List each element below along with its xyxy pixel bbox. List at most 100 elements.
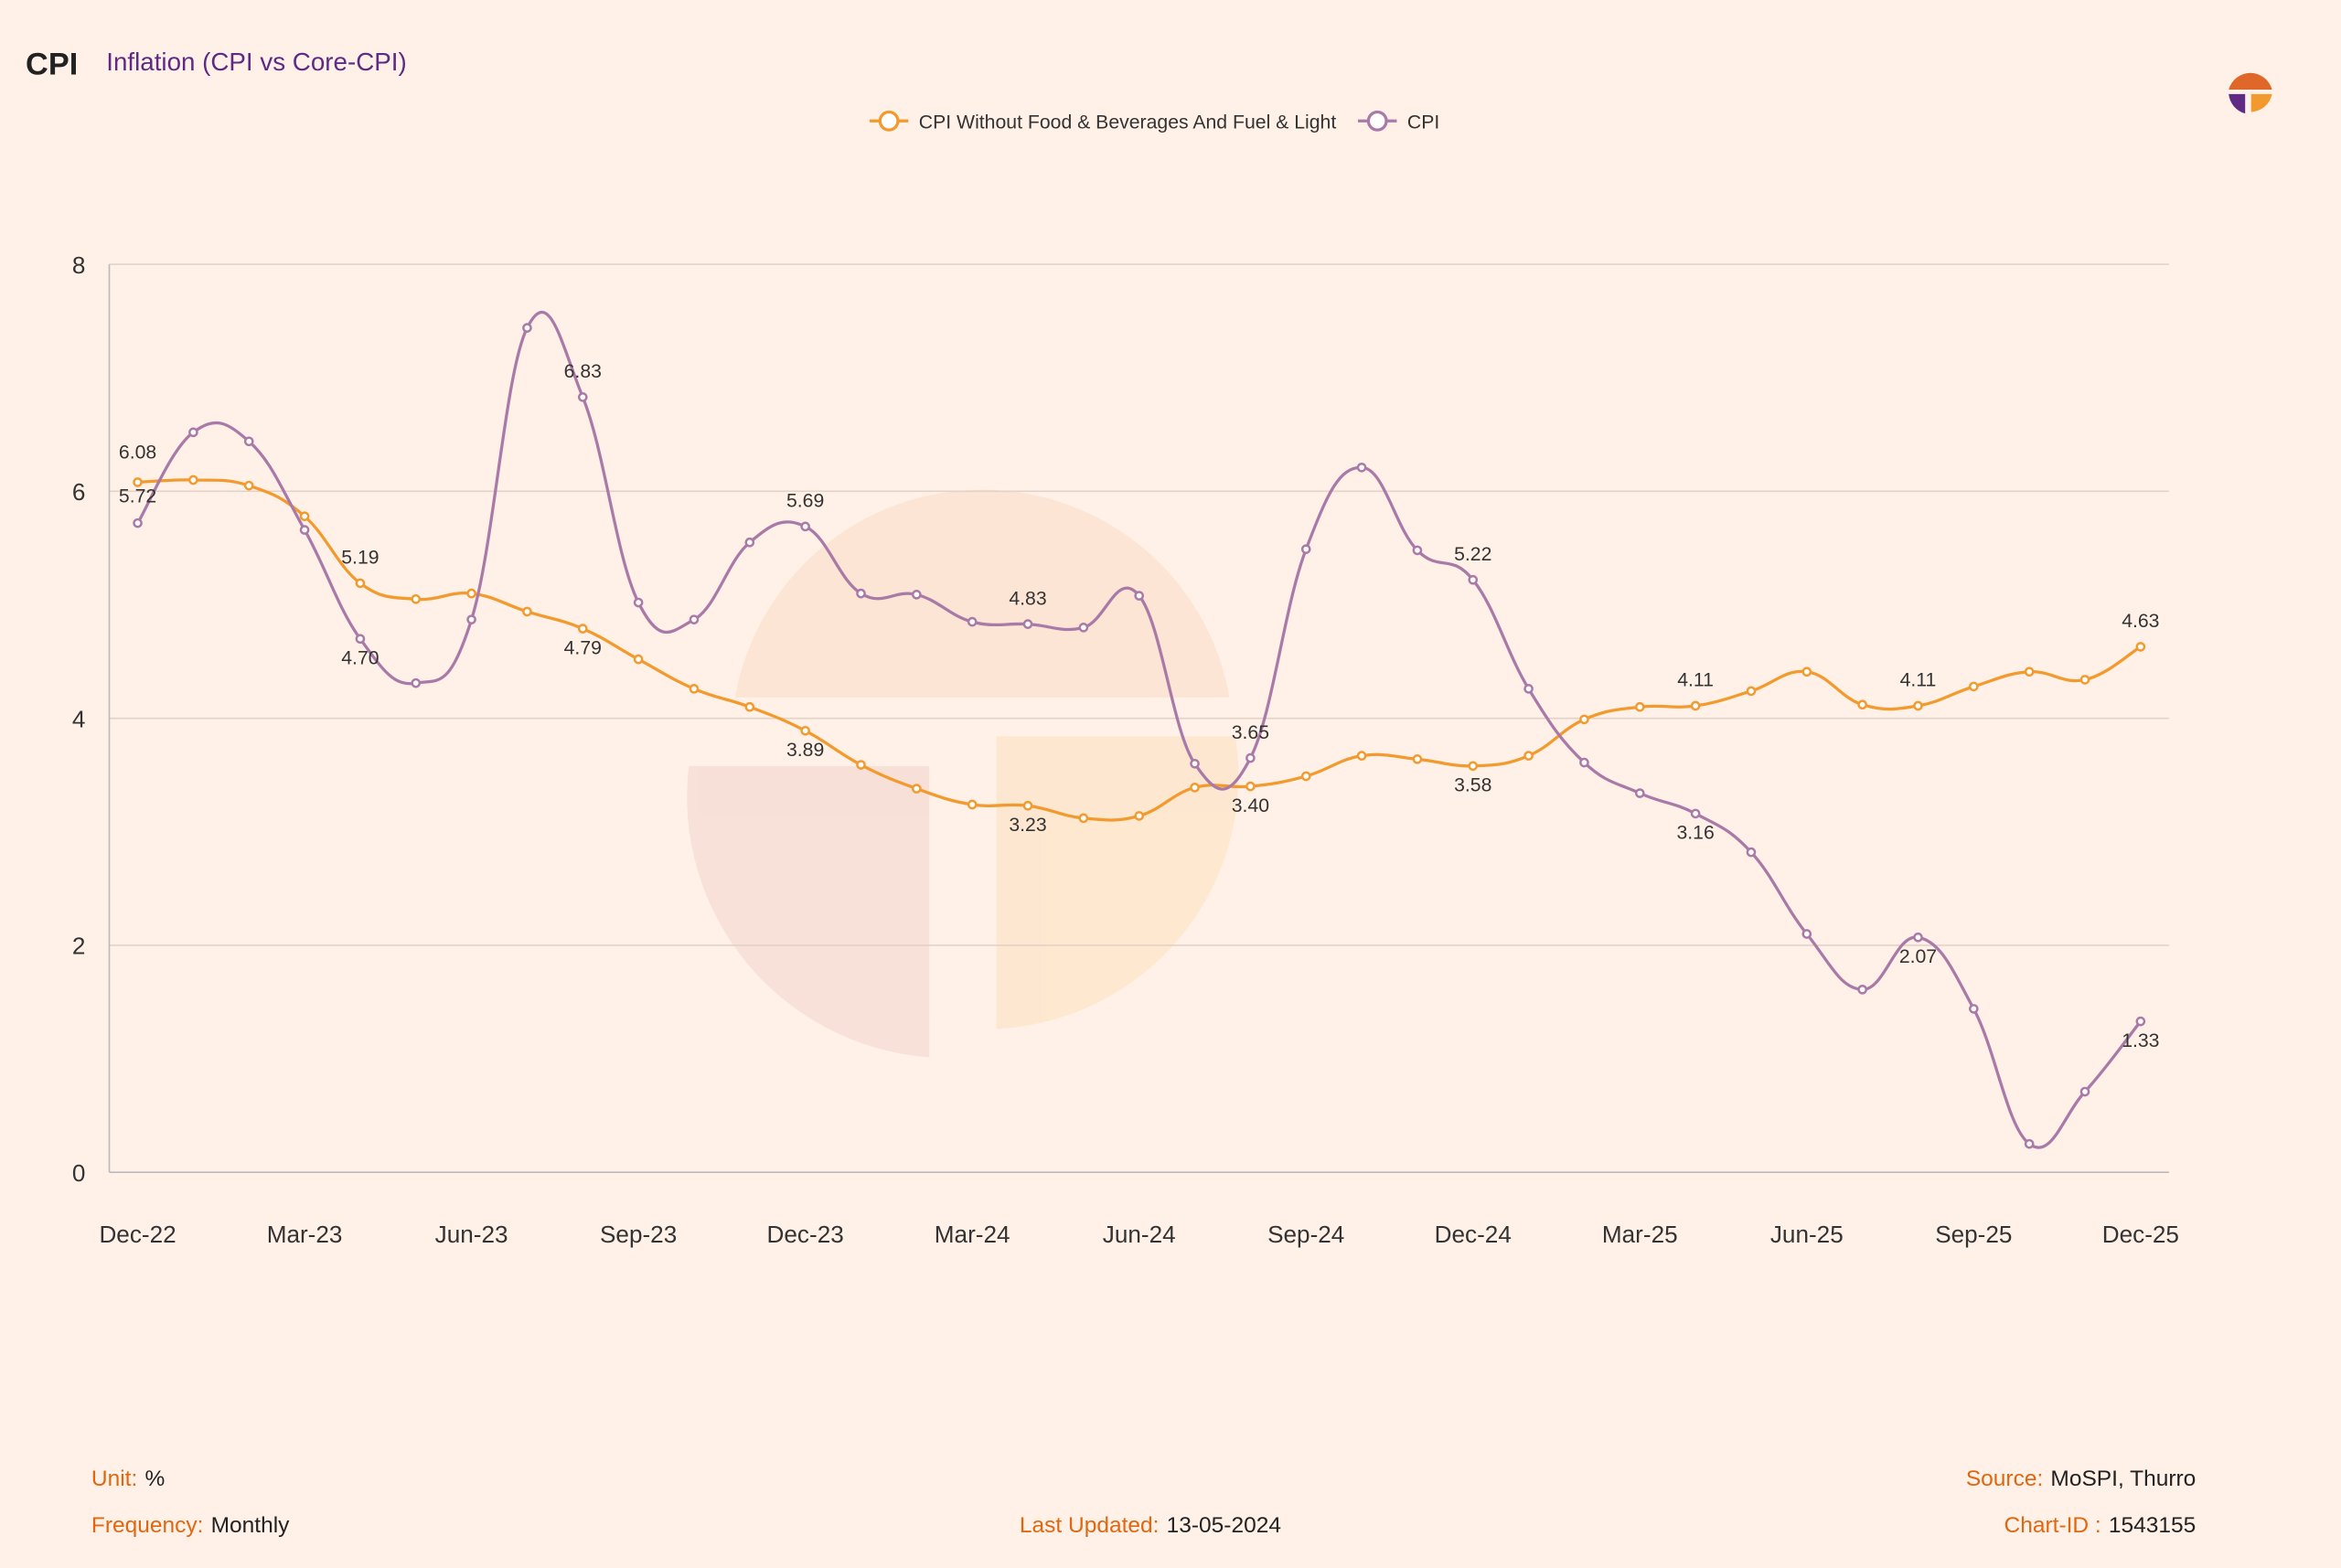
x-tick-label: Jun-25 — [1770, 1221, 1844, 1248]
x-tick-label: Mar-24 — [935, 1221, 1010, 1248]
data-point — [1468, 574, 1479, 585]
data-point — [1746, 686, 1757, 697]
data-point — [967, 616, 978, 627]
data-point — [466, 588, 476, 599]
updated-label: Last Updated: — [1020, 1513, 1160, 1538]
logo — [2229, 72, 2272, 114]
chart-title: Inflation (CPI vs Core-CPI) — [106, 48, 406, 76]
series-line — [136, 311, 2143, 1149]
data-point — [1801, 929, 1812, 939]
data-point — [411, 593, 422, 604]
svg-text:Chart-ID :1543155: Chart-ID : 1543155 — [2004, 1513, 2197, 1538]
data-point — [1022, 800, 1033, 811]
data-point — [1022, 619, 1033, 629]
data-point — [689, 684, 700, 694]
y-tick-label: 6 — [72, 478, 86, 506]
data-point — [856, 588, 866, 599]
data-label: 4.70 — [341, 648, 379, 669]
legend-item-cpi[interactable]: CPI — [1357, 110, 1439, 133]
data-point — [1300, 771, 1311, 782]
data-point — [1857, 985, 1867, 995]
data-point — [1523, 684, 1534, 694]
x-tick-label: Dec-24 — [1435, 1221, 1512, 1248]
data-point — [1523, 751, 1534, 761]
data-point — [1078, 623, 1089, 633]
data-point — [1801, 667, 1812, 677]
svg-text:Source:MoSPI, Thurro: Source: MoSPI, Thurro — [1966, 1467, 2196, 1491]
data-point — [800, 725, 810, 736]
data-label: 4.83 — [1009, 588, 1046, 609]
data-point — [633, 654, 644, 665]
data-point — [1078, 813, 1089, 824]
data-point — [299, 511, 310, 521]
data-label: 1.33 — [2122, 1030, 2159, 1051]
y-tick-label: 2 — [72, 933, 86, 960]
updated-value: 13-05-2024 — [1167, 1513, 1281, 1538]
unit-value: % — [144, 1467, 165, 1491]
data-point — [1300, 544, 1311, 554]
data-point — [577, 624, 588, 634]
data-point — [1412, 545, 1423, 556]
data-point — [355, 578, 366, 589]
data-point — [188, 427, 198, 438]
legend: CPI Without Food & Beverages And Fuel & … — [869, 110, 1439, 133]
data-point — [299, 525, 310, 535]
data-label: 3.65 — [1232, 722, 1269, 743]
data-point — [1969, 681, 1979, 692]
data-point — [1969, 1004, 1979, 1014]
series-core-cpi: 6.08 5.19 4.79 3.89 3.23 3.40 3.58 4.11 4.11 4.63 — [119, 442, 2160, 836]
frequency-label: Frequency: — [91, 1513, 204, 1538]
data-point — [1579, 757, 1589, 768]
x-tick-label: Dec-23 — [767, 1221, 844, 1248]
watermark — [687, 489, 1239, 1058]
data-point — [1190, 783, 1200, 793]
x-tick-label: Dec-22 — [99, 1221, 176, 1248]
x-tick-label: Sep-25 — [1935, 1221, 2012, 1248]
data-point — [243, 480, 254, 491]
data-point — [243, 436, 254, 447]
svg-text:Frequency:Monthly: Frequency: Monthly — [91, 1513, 290, 1538]
legend-marker-icon — [878, 110, 900, 132]
data-label: 5.72 — [119, 485, 156, 507]
data-label: 6.08 — [119, 442, 156, 463]
x-tick-label: Dec-25 — [2102, 1221, 2179, 1248]
data-point — [1634, 788, 1645, 798]
x-tick-label: Jun-24 — [1103, 1221, 1176, 1248]
data-point — [1913, 932, 1923, 943]
data-point — [1245, 752, 1256, 763]
data-point — [522, 323, 532, 333]
chart-badge: CPI — [26, 48, 78, 82]
chart-id-value: 1543155 — [2109, 1513, 2196, 1538]
data-point — [1857, 699, 1867, 710]
svg-text:Last Updated:13-05-2024: Last Updated: 13-05-2024 — [1020, 1513, 1281, 1538]
x-tick-label: Sep-24 — [1267, 1221, 1344, 1248]
data-label: 4.11 — [1900, 670, 1937, 691]
data-point — [689, 614, 700, 624]
data-label: 4.11 — [1677, 670, 1714, 691]
data-point — [2079, 1086, 2090, 1097]
data-point — [1634, 701, 1645, 712]
data-point — [355, 634, 366, 645]
legend-marker-icon — [1366, 110, 1388, 132]
x-tick-label: Jun-23 — [435, 1221, 508, 1248]
x-tick-label: Sep-23 — [600, 1221, 677, 1248]
legend-item-core[interactable]: CPI Without Food & Beverages And Fuel & … — [869, 110, 1336, 133]
data-point — [2135, 642, 2146, 652]
frequency-value: Monthly — [211, 1513, 291, 1538]
data-point — [1690, 700, 1701, 711]
data-point — [1746, 847, 1757, 858]
data-label: 3.23 — [1009, 815, 1046, 836]
data-point — [1579, 714, 1589, 725]
data-point — [466, 614, 476, 624]
data-label: 3.40 — [1232, 795, 1269, 816]
data-point — [1690, 808, 1701, 819]
chart-id-label: Chart-ID : — [2004, 1513, 2101, 1538]
source-value: MoSPI, Thurro — [2050, 1467, 2196, 1491]
legend-label: CPI — [1407, 112, 1439, 133]
data-label: 5.22 — [1454, 544, 1491, 565]
y-tick-label: 8 — [72, 251, 86, 279]
source-label: Source: — [1966, 1467, 2043, 1491]
data-label: 3.16 — [1676, 823, 1714, 844]
data-point — [133, 477, 143, 487]
